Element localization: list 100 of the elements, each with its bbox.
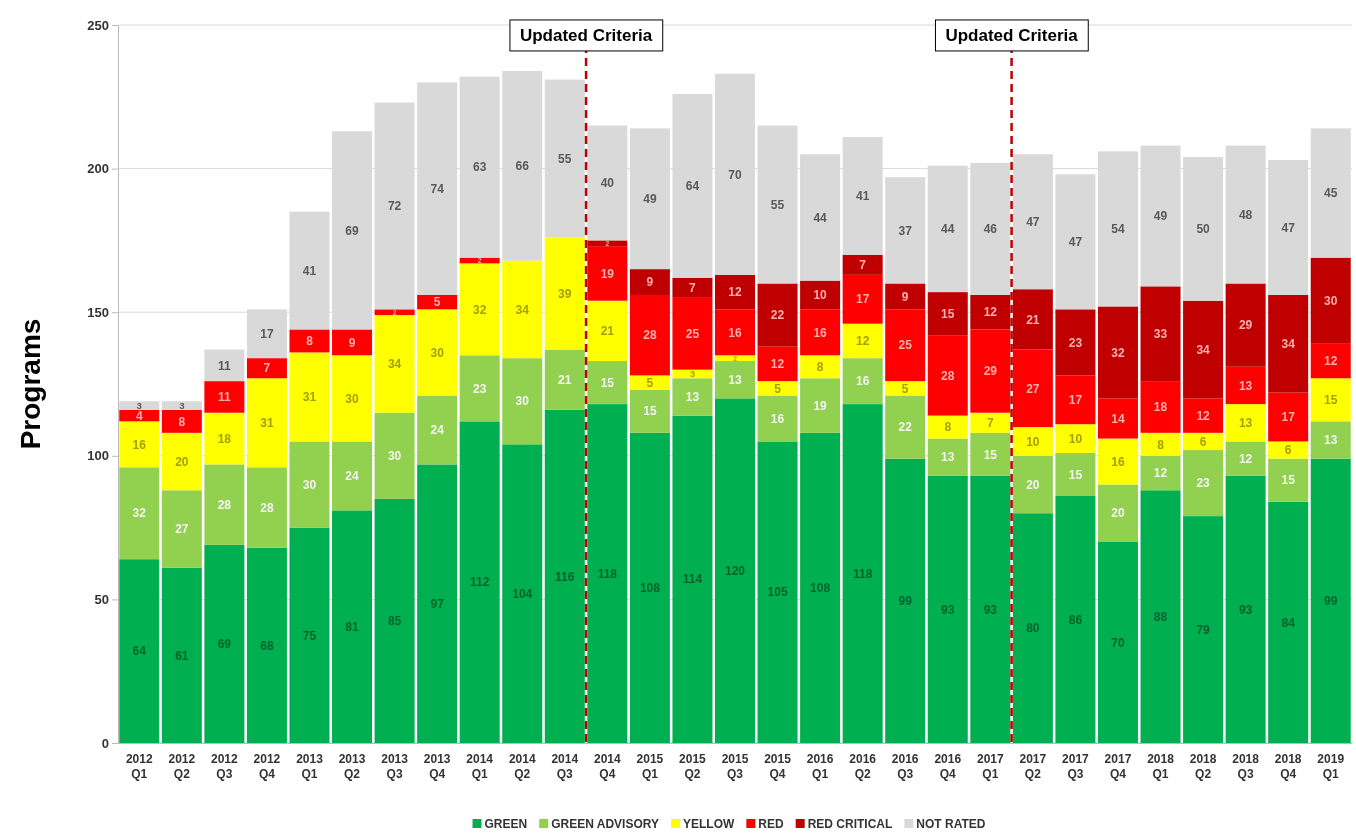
bar (161, 409, 202, 433)
bar (1097, 306, 1138, 399)
y-axis-title: Programs (15, 318, 46, 450)
bar (1225, 366, 1266, 405)
bar (629, 432, 670, 743)
bar (800, 378, 841, 433)
y-tick-label: 100 (87, 448, 109, 464)
bar (204, 349, 245, 382)
data-label: 13 (941, 450, 955, 465)
bar (332, 329, 373, 356)
data-label: 13 (1324, 433, 1338, 448)
bar (1225, 475, 1266, 743)
data-label: 30 (345, 391, 360, 406)
data-label: 7 (689, 280, 697, 295)
bar (629, 269, 670, 295)
data-label: 55 (558, 151, 572, 166)
data-label: 30 (387, 449, 402, 463)
bar (374, 315, 415, 413)
data-label: 16 (728, 325, 742, 340)
x-tick-label: 2016 Q4 (934, 752, 962, 781)
bar (1183, 450, 1224, 517)
x-tick-label: 2017 Q3 (1062, 752, 1090, 781)
bar (417, 294, 458, 310)
x-tick-label: 2014 Q3 (551, 752, 579, 781)
bar (1140, 432, 1181, 456)
data-label: 50 (1196, 222, 1211, 237)
data-label: 34 (387, 357, 402, 372)
data-label: 31 (302, 390, 317, 405)
legend-label: YELLOW (683, 817, 736, 832)
data-label: 12 (855, 334, 870, 349)
data-label: 75 (302, 628, 317, 643)
data-label: 69 (217, 637, 232, 652)
x-tick-label: 2017 Q2 (1019, 752, 1047, 781)
data-label: 9 (348, 335, 356, 350)
x-tick-label: 2012 Q3 (211, 752, 239, 781)
bar (629, 389, 670, 433)
data-label: 22 (770, 308, 785, 323)
data-label: 3 (179, 399, 185, 411)
bar (161, 432, 202, 491)
bar (587, 404, 628, 743)
x-tick-label: 2015 Q1 (636, 752, 664, 781)
data-label: 55 (770, 197, 785, 212)
bar (161, 567, 202, 743)
bar (161, 490, 202, 568)
data-label: 29 (983, 364, 998, 379)
bar (757, 395, 798, 442)
bar (332, 510, 373, 743)
data-label: 74 (430, 181, 445, 196)
data-label: 31 (260, 415, 274, 430)
annotation: Updated Criteria (519, 25, 653, 45)
bar (459, 421, 500, 743)
x-tick-label: 2012 Q1 (125, 752, 153, 781)
data-label: 21 (1026, 312, 1040, 327)
bar (885, 309, 926, 382)
data-label: 34 (1281, 336, 1296, 351)
bar (119, 559, 160, 743)
bar (800, 280, 841, 310)
bar (119, 421, 160, 468)
x-tick-label: 2015 Q3 (721, 752, 749, 781)
x-tick-label: 2013 Q2 (338, 752, 366, 781)
x-tick-label: 2018 Q4 (1274, 752, 1302, 781)
data-label: 15 (600, 375, 615, 390)
data-label: 93 (1238, 602, 1253, 617)
bar (927, 335, 968, 416)
bar (800, 355, 841, 379)
bar (1055, 496, 1096, 743)
data-label: 108 (639, 581, 661, 596)
data-label: 14 (1111, 411, 1125, 426)
data-label: 70 (728, 167, 742, 182)
x-tick-label: 2013 Q1 (296, 752, 324, 781)
bar (757, 346, 798, 382)
bar (246, 378, 287, 468)
data-label: 39 (558, 286, 572, 301)
bar (502, 444, 543, 743)
data-label: 5 (433, 295, 441, 310)
data-label: 9 (901, 289, 909, 304)
bar (204, 544, 245, 743)
data-label: 12 (728, 285, 742, 300)
bar (289, 352, 330, 442)
bar (1225, 283, 1266, 367)
bar (289, 441, 330, 528)
data-label: 12 (770, 357, 785, 372)
data-label: 6 (1199, 434, 1207, 449)
data-label: 25 (685, 326, 700, 341)
data-label: 47 (1068, 235, 1083, 250)
data-label: 10 (1026, 434, 1040, 449)
bar (970, 475, 1011, 743)
data-label: 30 (515, 394, 530, 409)
data-label: 116 (555, 569, 575, 584)
data-label: 22 (898, 420, 913, 435)
bar (1268, 458, 1309, 502)
bar (672, 378, 713, 416)
data-label: 8 (306, 334, 314, 349)
bar (459, 355, 500, 422)
legend-label: NOT RATED (916, 817, 986, 832)
data-label: 12 (1238, 451, 1253, 466)
bar (119, 401, 160, 410)
bar (1012, 513, 1053, 743)
data-label: 15 (941, 306, 955, 321)
bar (927, 292, 968, 336)
